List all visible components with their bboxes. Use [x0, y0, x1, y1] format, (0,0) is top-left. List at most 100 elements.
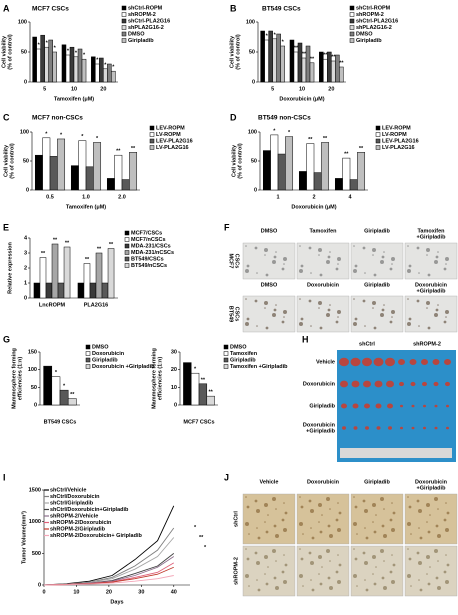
bar	[77, 48, 83, 83]
photo-speck	[437, 586, 441, 590]
y-axis-label: Cell viability	[1, 35, 7, 68]
tumor	[421, 359, 428, 365]
photo-speck	[310, 561, 314, 565]
bar	[33, 282, 41, 299]
photo-speck	[353, 298, 355, 300]
bar	[334, 178, 343, 191]
photo-speck	[308, 246, 312, 250]
photo-speck	[416, 499, 420, 503]
photo-speck	[372, 503, 376, 507]
tumor	[341, 403, 347, 409]
bar	[78, 140, 87, 191]
y-tick-label: 100	[18, 19, 27, 25]
significance: **	[116, 149, 121, 155]
legend-swatch	[349, 18, 355, 24]
photo-speck	[329, 560, 331, 562]
legend-label: shCtrl/Giripladib	[50, 500, 94, 506]
significance: *	[60, 132, 63, 138]
photo-speck	[275, 586, 279, 590]
photo-speck	[335, 518, 339, 522]
photo-speck	[283, 528, 287, 532]
chart-title: BT549 non-CSCs	[258, 115, 311, 122]
photo-speck	[418, 325, 420, 327]
photo-speck	[264, 573, 266, 575]
tumor	[363, 380, 371, 388]
photo-speck	[245, 322, 249, 326]
bar	[49, 156, 58, 191]
y-tick-label: 0	[24, 295, 27, 301]
significance: **	[131, 146, 136, 152]
photo-speck	[434, 260, 438, 264]
legend-swatch	[149, 138, 155, 144]
photo-speck	[426, 254, 428, 256]
photo-speck	[391, 528, 395, 532]
column-label: shCtrl	[359, 341, 375, 347]
photo-speck	[408, 264, 412, 268]
bar	[59, 389, 69, 406]
bar	[190, 372, 200, 406]
photo-speck	[426, 301, 430, 305]
y-tick-label: 100	[248, 129, 257, 135]
legend-label: LV-ROPM	[156, 132, 181, 138]
photo-speck	[373, 326, 377, 330]
y-tick-label: 1000	[29, 519, 41, 525]
tumor	[434, 404, 438, 408]
legend-swatch	[121, 12, 127, 17]
photo	[296, 295, 350, 333]
photo-speck	[380, 313, 384, 317]
photo-speck	[364, 272, 366, 274]
photo	[242, 242, 296, 280]
photo-speck	[273, 576, 277, 580]
photo-speck	[383, 304, 385, 306]
legend-swatch	[375, 138, 381, 144]
bar	[42, 137, 51, 191]
legend-label: DMSO	[92, 344, 109, 350]
bar	[57, 282, 65, 299]
significance: **	[310, 56, 315, 62]
legend-swatch	[149, 145, 155, 150]
photo-speck	[445, 257, 449, 261]
row-label: MCF7	[228, 254, 234, 269]
legend-label: MDA-231/nCSCs	[131, 250, 174, 256]
tumor	[398, 359, 405, 365]
legend-label: MCF7/nCSCs	[131, 237, 166, 243]
legend-swatch	[349, 31, 355, 37]
bar	[121, 179, 130, 191]
bar	[91, 56, 96, 83]
photo-speck	[380, 549, 384, 553]
y-tick-label: 1500	[29, 487, 41, 493]
photo-speck	[327, 576, 331, 580]
photo-speck	[372, 521, 374, 523]
photo-speck	[383, 251, 385, 253]
y-tick-label: 100	[28, 367, 37, 373]
legend-swatch	[375, 145, 381, 150]
photo-speck	[299, 245, 301, 247]
bar	[61, 44, 67, 83]
column-label: +Giripladib	[417, 485, 447, 491]
x-axis-label: Doxorubicin (μM)	[279, 96, 324, 102]
photo-speck	[283, 316, 285, 318]
photo-speck	[338, 511, 342, 515]
photo-speck	[426, 307, 428, 309]
photo-speck	[319, 326, 323, 330]
photo-speck	[338, 563, 342, 567]
photo-speck	[283, 502, 285, 504]
photo-speck	[407, 269, 411, 273]
bar	[51, 376, 61, 406]
column-label: Giripladib	[364, 282, 390, 288]
photo-speck	[383, 508, 385, 510]
bar	[43, 365, 53, 406]
photo-speck	[246, 557, 250, 561]
photo-speck	[446, 511, 450, 515]
significance: **	[109, 242, 114, 248]
bar	[93, 142, 102, 191]
photo-speck	[364, 579, 366, 581]
photo-speck	[445, 316, 447, 318]
photo-speck	[329, 304, 331, 306]
column-label: +Giripladib	[417, 288, 447, 294]
photo	[404, 545, 458, 597]
significance: **	[65, 240, 70, 246]
row-label: +Giripladib	[306, 428, 336, 434]
bar	[357, 152, 366, 191]
y-tick-label: 0	[38, 582, 41, 588]
